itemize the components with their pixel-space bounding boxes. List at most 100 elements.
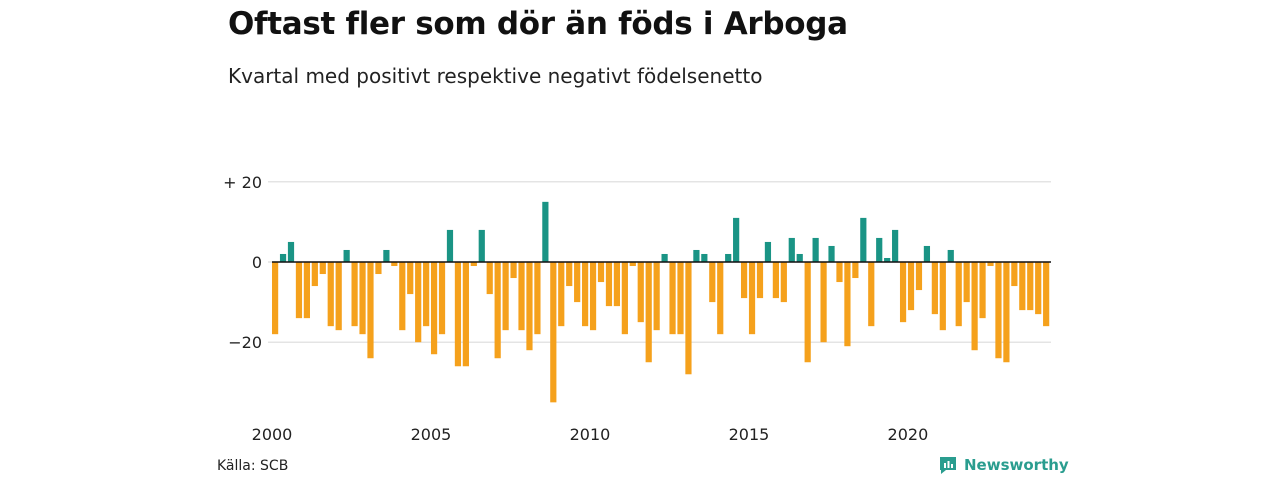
bar	[1019, 262, 1026, 311]
bar	[669, 262, 676, 335]
bar	[1035, 262, 1042, 315]
bar	[733, 217, 740, 262]
bar	[860, 217, 867, 262]
bar	[486, 262, 493, 295]
bar	[653, 262, 660, 331]
bar	[558, 262, 565, 327]
bar	[597, 262, 605, 283]
bar	[391, 262, 398, 267]
y-tick-label: −20	[228, 333, 262, 352]
bar	[748, 262, 756, 335]
bar	[963, 262, 970, 303]
bar	[502, 262, 509, 331]
bar	[1003, 262, 1010, 363]
bar	[367, 262, 374, 359]
bar	[534, 262, 541, 335]
bar	[319, 262, 326, 275]
bar	[637, 262, 644, 323]
bar	[923, 245, 931, 262]
bar	[979, 262, 986, 319]
bar	[383, 249, 390, 262]
bar	[804, 262, 811, 363]
bar	[613, 262, 621, 307]
bar	[645, 262, 652, 363]
source-note: Källa: SCB	[217, 458, 289, 474]
bar	[589, 262, 597, 331]
y-tick-label: + 20	[223, 173, 262, 192]
bar	[987, 262, 994, 267]
bar	[764, 241, 772, 262]
chart-title: Oftast fler som dör än föds i Arboga	[228, 6, 848, 42]
bar	[438, 262, 446, 335]
bar	[399, 262, 406, 331]
chart-subtitle: Kvartal med positivt respektive negativt…	[228, 64, 763, 88]
bar	[621, 262, 628, 335]
bar	[836, 262, 843, 283]
bar	[868, 262, 875, 327]
bar	[1043, 262, 1050, 327]
bar	[701, 253, 708, 262]
bar	[971, 262, 978, 351]
bar	[295, 262, 303, 319]
bar	[454, 262, 462, 367]
bar	[939, 262, 946, 331]
bar	[430, 262, 438, 355]
bar	[550, 262, 557, 403]
bar	[494, 262, 501, 359]
bar	[844, 262, 851, 347]
bar	[311, 262, 318, 287]
bar	[526, 262, 533, 351]
bar	[1011, 262, 1018, 287]
bar	[582, 262, 589, 327]
brand-logo[interactable]: Newsworthy	[938, 455, 1069, 475]
bar	[462, 262, 469, 367]
bar	[812, 237, 819, 262]
bar	[740, 262, 748, 299]
x-tick-label: 2020	[888, 425, 929, 444]
brand-name: Newsworthy	[964, 456, 1069, 474]
bar	[955, 262, 962, 327]
bar	[510, 262, 517, 279]
bar	[1027, 262, 1034, 311]
bar	[375, 262, 382, 275]
bar	[351, 262, 358, 327]
bar	[915, 262, 923, 291]
bar	[407, 262, 414, 295]
bar	[478, 229, 485, 262]
bar	[574, 262, 581, 303]
bar	[876, 237, 883, 262]
bar	[566, 262, 573, 287]
bar	[359, 262, 366, 335]
bar	[518, 262, 525, 331]
bar	[820, 262, 827, 343]
bar	[709, 262, 716, 303]
bar	[756, 262, 764, 299]
x-tick-label: 2015	[729, 425, 770, 444]
x-tick-label: 2010	[570, 425, 611, 444]
bar	[279, 253, 287, 262]
bar	[947, 249, 954, 262]
bar	[415, 262, 422, 343]
bar	[272, 262, 279, 335]
bar	[335, 262, 342, 331]
bar	[677, 262, 684, 335]
bar	[892, 229, 899, 262]
bar	[931, 262, 938, 315]
bar	[605, 262, 613, 307]
bar	[907, 262, 915, 311]
y-tick-label: 0	[252, 253, 262, 272]
bar	[828, 245, 835, 262]
bar	[287, 241, 295, 262]
bar	[995, 262, 1002, 359]
bar	[717, 262, 724, 335]
bar	[725, 253, 732, 262]
bar	[788, 237, 795, 262]
bar	[542, 201, 549, 262]
bar	[327, 262, 334, 327]
bar	[772, 262, 779, 299]
bar	[693, 249, 700, 262]
x-tick-label: 2000	[252, 425, 293, 444]
bar	[780, 262, 787, 303]
bar	[661, 253, 668, 262]
